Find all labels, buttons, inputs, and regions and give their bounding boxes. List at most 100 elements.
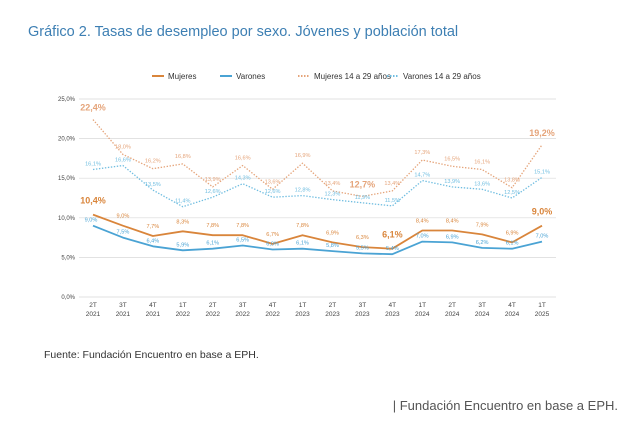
data-label-mujeres_jovenes: 19,2% [529,128,555,138]
data-label-mujeres: 7,7% [146,224,159,230]
data-label-varones: 5,9% [176,242,189,248]
data-label-mujeres_jovenes: 17,3% [414,150,430,156]
data-label-varones_jovenes: 12,5% [504,190,520,196]
data-label-varones: 6,9% [446,234,459,240]
x-tick-quarter: 2T [329,302,337,309]
legend-label-mujeres_jovenes: Mujeres 14 a 29 años [314,72,391,81]
x-tick-quarter: 3T [478,302,486,309]
data-label-mujeres_jovenes: 16,6% [235,156,251,162]
series-line-varones_jovenes [92,164,543,208]
x-tick-quarter: 2T [89,302,97,309]
data-label-varones: 6,1% [206,241,219,247]
data-label-varones: 5,4% [386,246,399,252]
x-tick-quarter: 1T [179,302,187,309]
x-tick-year: 2023 [325,311,340,318]
data-label-varones: 5,8% [326,243,339,249]
x-tick-year: 2024 [445,311,460,318]
data-label-varones_jovenes: 11,4% [175,199,190,205]
data-label-varones_jovenes: 12,6% [265,189,281,195]
data-label-mujeres: 8,3% [176,219,189,225]
data-label-varones: 6,1% [506,241,519,247]
x-tick-quarter: 3T [119,302,127,309]
x-tick-year: 2025 [535,311,550,318]
data-label-mujeres_jovenes: 13,8% [504,178,520,184]
data-label-mujeres: 6,3% [356,235,369,241]
chart-grid [79,98,556,298]
chart-legend: Mujeres Varones Mujeres 14 a 29 años Varone… [152,72,481,81]
x-tick-year: 2023 [295,311,310,318]
data-label-varones: 6,2% [476,240,489,246]
y-tick-label: 20,0% [58,137,76,143]
y-tick-label: 5,0% [61,255,75,261]
data-label-varones_jovenes: 13,6% [474,181,490,187]
x-tick-quarter: 1T [538,302,546,309]
y-tick-label: 0,0% [61,295,75,301]
data-label-varones: 7,0% [416,234,429,240]
series-line-mujeres [92,213,543,250]
data-label-varones_jovenes: 13,9% [444,179,460,185]
data-label-mujeres_jovenes: 16,5% [444,156,460,162]
data-label-varones_jovenes: 13,5% [145,182,161,188]
data-label-varones: 7,5% [117,230,130,236]
x-tick-year: 2022 [205,311,220,318]
data-label-mujeres: 6,9% [506,230,519,236]
x-tick-quarter: 3T [239,302,247,309]
data-label-mujeres_jovenes: 22,4% [80,103,106,113]
data-label-varones_jovenes: 11,5% [385,198,400,204]
data-label-varones: 7,0% [536,234,549,240]
chart-source-note: Fuente: Fundación Encuentro en base a EP… [44,349,259,361]
x-tick-year: 2022 [235,311,250,318]
x-tick-year: 2022 [265,311,280,318]
data-label-mujeres_jovenes: 12,7% [350,179,376,189]
data-labels: 10,4% 9,0% 7,7% 8,3% 7,8% 7,8% 6,7% 7,8% 6,9% 6,3… [80,103,555,253]
data-label-varones_jovenes: 12,3% [325,192,341,198]
y-tick-label: 15,0% [58,176,76,182]
data-label-mujeres_jovenes: 16,8% [175,154,191,160]
y-axis: 0,0% 5,0% 10,0% 15,0% 20,0% 25,0% [58,97,76,301]
x-tick-year: 2023 [355,311,370,318]
data-label-mujeres_jovenes: 16,2% [145,159,161,165]
image-caption: | Fundación Encuentro en base a EPH. [392,398,618,413]
x-tick-year: 2022 [176,311,191,318]
y-tick-label: 10,0% [58,216,76,222]
data-label-varones: 6,0% [266,241,279,247]
y-tick-label: 25,0% [58,97,76,103]
data-label-mujeres: 8,4% [446,218,459,224]
x-tick-quarter: 1T [418,302,426,309]
data-label-varones_jovenes: 15,1% [534,169,550,175]
data-label-mujeres: 7,8% [236,223,249,229]
data-label-varones: 6,4% [146,238,159,244]
x-tick-year: 2024 [505,311,520,318]
x-tick-quarter: 4T [149,302,157,309]
chart-series [92,119,543,256]
data-label-varones_jovenes: 16,1% [85,161,101,167]
data-label-mujeres: 6,7% [266,232,279,238]
data-label-varones_jovenes: 14,7% [414,173,430,179]
x-tick-year: 2021 [86,311,101,318]
x-tick-quarter: 2T [209,302,217,309]
x-tick-year: 2021 [146,311,161,318]
x-tick-quarter: 2T [448,302,456,309]
data-label-varones_jovenes: 12,6% [205,189,221,195]
data-label-mujeres: 8,4% [416,218,429,224]
data-label-mujeres: 9,0% [532,207,553,217]
chart-title: Gráfico 2. Tasas de desempleo por sexo. … [28,24,459,40]
data-label-mujeres_jovenes: 13,4% [384,181,400,187]
data-label-mujeres: 7,8% [296,223,309,229]
data-label-varones: 5,5% [356,245,369,251]
data-label-mujeres: 6,1% [382,230,403,240]
legend-label-varones_jovenes: Varones 14 a 29 años [403,72,481,81]
x-tick-quarter: 4T [269,302,277,309]
data-label-mujeres: 7,9% [476,222,489,228]
x-axis: 2T 2021 3T 2021 4T 2021 1T 2022 2T 2022 3T 2022 4T 20… [86,302,550,318]
data-label-mujeres_jovenes: 16,9% [295,153,311,159]
series-line-varones [92,224,543,256]
x-tick-quarter: 3T [359,302,367,309]
data-label-mujeres: 10,4% [80,196,106,206]
data-label-mujeres_jovenes: 13,6% [265,179,281,185]
data-label-mujeres_jovenes: 13,9% [205,177,221,183]
data-label-mujeres_jovenes: 18,0% [115,144,131,150]
data-label-mujeres_jovenes: 13,4% [325,181,341,187]
legend-label-mujeres: Mujeres [168,72,196,81]
